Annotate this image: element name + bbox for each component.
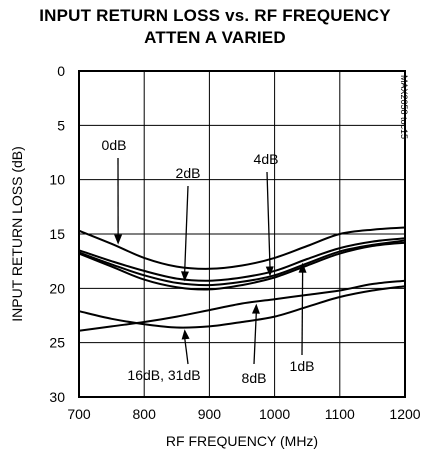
annotation-arrow-line: [253, 311, 257, 365]
x-tick-label: 1200: [389, 406, 420, 422]
series-line-4db: [78, 241, 406, 291]
annotation-arrowhead: [265, 266, 274, 277]
annotation-arrowhead: [180, 271, 189, 282]
x-tick-label: 700: [67, 406, 91, 422]
chart-title: INPUT RETURN LOSS vs. RF FREQUENCY: [39, 6, 391, 25]
x-tick-label: 1100: [325, 406, 355, 422]
annotation-arrowhead: [181, 329, 190, 340]
watermark-label: MAX2058 toc15: [399, 75, 409, 139]
annotation-label: 1dB: [290, 358, 315, 374]
series-line-1db: [78, 237, 406, 282]
y-tick-label: 5: [57, 117, 65, 133]
grid-layer: [79, 71, 405, 397]
y-tick-label: 20: [49, 280, 65, 296]
annotation-label: 2dB: [176, 165, 201, 181]
annotation-arrow-line: [266, 171, 271, 269]
series-line-0db: [78, 226, 406, 270]
y-tick-label: 0: [57, 63, 65, 79]
y-tick-label: 15: [49, 226, 65, 242]
annotation-arrowhead: [114, 234, 123, 245]
chart-subtitle: ATTEN A VARIED: [144, 28, 286, 47]
x-axis-label: RF FREQUENCY (MHz): [166, 433, 318, 449]
annotation-arrow-line: [183, 337, 189, 365]
y-tick-label: 10: [49, 172, 65, 188]
annotation-label: 4dB: [254, 151, 279, 167]
series-line-16db-31db: [78, 285, 406, 329]
tick-layer: 700 800 900 1000 1100 1200 0 5 10 15 20 25 30: [49, 63, 420, 422]
annotation-label: 16dB, 31dB: [127, 367, 200, 383]
annotation-arrow-line: [301, 270, 304, 356]
x-tick-label: 1000: [259, 406, 290, 422]
x-tick-label: 800: [133, 406, 157, 422]
annotation-label: 0dB: [102, 137, 127, 153]
annotation-arrow-line: [183, 185, 189, 274]
y-tick-label: 25: [49, 335, 65, 351]
series-layer: [78, 226, 406, 332]
annotation-layer: 0dB 2dB 4dB 1dB 16dB, 31dB 8dB: [102, 137, 315, 386]
annotation-arrowhead: [251, 303, 260, 314]
series-line-2db: [78, 239, 406, 287]
annotation-label: 8dB: [242, 370, 267, 386]
y-tick-label: 30: [49, 389, 65, 405]
x-tick-label: 900: [198, 406, 222, 422]
plot-frame: [78, 70, 406, 398]
annotation-arrowhead: [298, 262, 307, 273]
y-axis-label: INPUT RETURN LOSS (dB): [9, 146, 25, 322]
